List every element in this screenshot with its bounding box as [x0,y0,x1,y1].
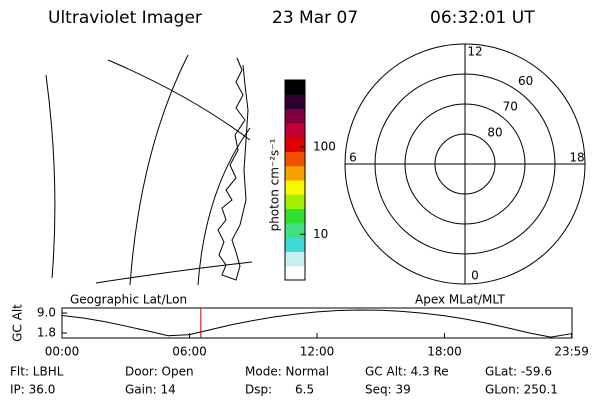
y-tick-label: 9.0 [37,306,56,320]
lat-line [107,59,251,141]
mlt-label: 12 [467,45,482,59]
altitude-line [61,309,573,338]
mlt-label: 6 [349,151,357,165]
map-label: Apex MLat/MLT [415,293,505,307]
color-swatch [285,80,305,95]
lon-line [197,127,251,286]
lon-line [45,74,56,279]
colorbar-label: photon cm⁻²s⁻¹ [268,138,282,231]
color-swatch [285,265,305,281]
colorbar-frame [284,79,306,281]
colorbar-tick-label: 10 [313,227,328,241]
color-swatch [285,208,305,224]
x-tick-label: 12:00 [300,345,335,359]
color-swatch [285,194,305,210]
color-swatch [285,94,305,110]
lon-line [129,54,189,286]
lat-label: 60 [518,74,533,88]
lat-line [95,261,253,284]
mlt-label: 0 [471,269,479,283]
x-tick-label: 00:00 [45,345,80,359]
status-field: IP: 36.0 [10,383,55,397]
mlt-label: 18 [569,151,584,165]
title: Ultraviolet Imager [48,8,202,28]
map-label: Geographic Lat/Lon [70,293,187,307]
color-swatch [285,151,305,167]
status-field: Mode: Normal [245,365,329,379]
status-field: Seq: 39 [365,383,411,397]
status-field: Dsp: 6.5 [245,383,314,397]
status-field: Door: Open [125,365,194,379]
status-field: GC Alt: 4.3 Re [365,365,449,379]
lat-label: 70 [503,100,518,114]
color-swatch [285,180,305,195]
color-swatch [285,251,305,267]
time: 06:32:01 UT [430,8,535,28]
colorbar-tick-label: 100 [313,139,336,153]
coastline [217,57,249,281]
status-field: Flt: LBHL [10,365,64,379]
x-tick-label: 06:00 [172,345,207,359]
y-axis-label: GC Alt [11,304,25,342]
lat-label: 80 [487,126,502,140]
date: 23 Mar 07 [272,8,358,28]
geo-map [45,54,253,286]
color-swatch [285,137,305,152]
x-tick-label: 18:00 [427,345,462,359]
y-tick-label: 1.8 [37,326,56,340]
x-tick-label: 23:59 [554,345,589,359]
status-field: GLon: 250.1 [485,383,558,397]
color-swatch [285,237,305,252]
color-swatch [285,108,305,124]
color-swatch [285,165,305,181]
color-swatch [285,222,305,238]
color-swatch [285,122,305,138]
status-field: GLat: -59.6 [485,365,552,379]
status-field: Gain: 14 [125,383,176,397]
